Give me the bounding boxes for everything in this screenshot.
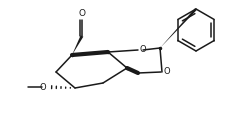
Polygon shape [72, 35, 83, 55]
Text: O: O [39, 82, 46, 92]
Text: O: O [163, 68, 170, 76]
Polygon shape [160, 8, 197, 48]
Text: O: O [78, 9, 86, 18]
Text: O: O [139, 46, 146, 54]
